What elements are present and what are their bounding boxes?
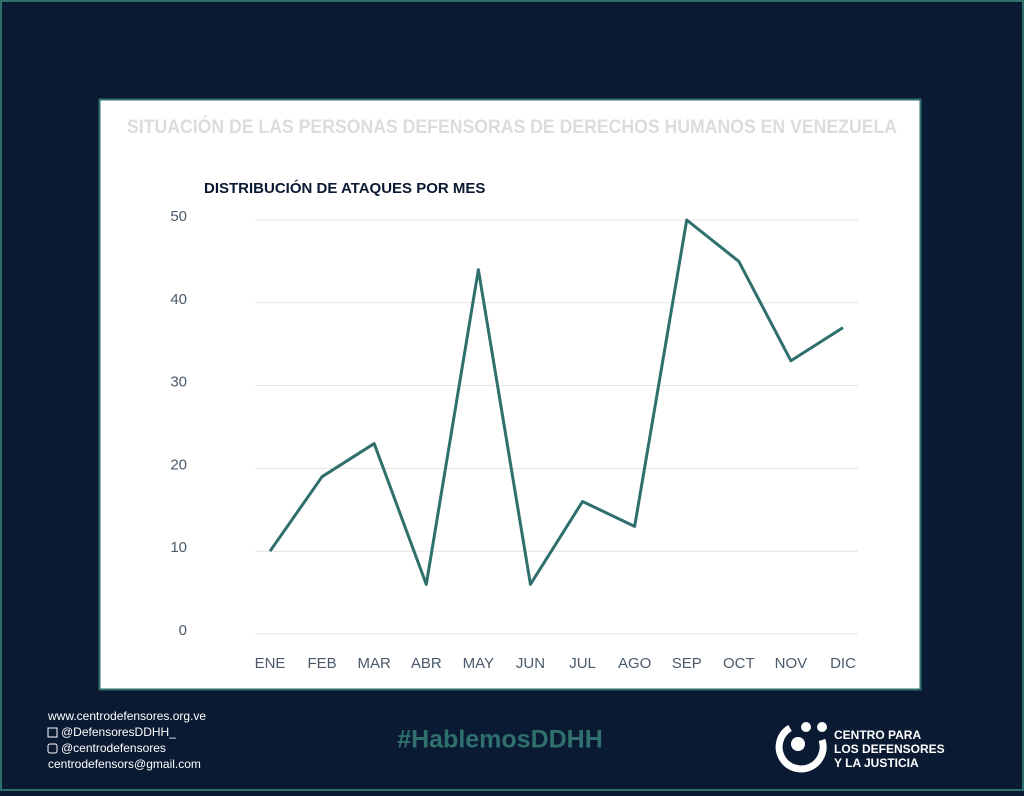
plot-area: 0 10 20 30 40 50 ENE FEB MAR ABR MAY JUN JUL AGO SEP OC… bbox=[170, 208, 858, 672]
email: centrodefensors@gmail.com bbox=[48, 757, 201, 771]
x-tick-label: DIC bbox=[830, 655, 856, 672]
logo-dot bbox=[791, 737, 805, 751]
hashtag: #HablemosDDHH bbox=[397, 726, 603, 754]
y-tick-label: 40 bbox=[170, 291, 187, 308]
x-tick-label: MAY bbox=[463, 655, 494, 672]
logo-dot bbox=[817, 722, 827, 732]
logo-dot bbox=[801, 722, 811, 732]
instagram-icon bbox=[47, 743, 58, 754]
y-tick-label: 20 bbox=[170, 456, 187, 473]
twitter-handle: @DefensoresDDHH_ bbox=[61, 725, 176, 739]
y-tick-label: 30 bbox=[170, 374, 187, 391]
x-tick-label: NOV bbox=[775, 655, 808, 672]
x-icon bbox=[47, 727, 58, 738]
instagram-handle: @centrodefensores bbox=[61, 741, 166, 755]
y-tick-label: 10 bbox=[170, 539, 187, 556]
y-tick-label: 50 bbox=[170, 208, 187, 225]
logo-text: CENTRO PARA bbox=[834, 728, 921, 742]
website: www.centrodefensores.org.ve bbox=[47, 709, 206, 723]
x-tick-label: ABR bbox=[411, 655, 442, 672]
x-tick-label: ENE bbox=[255, 655, 286, 672]
x-tick-label: SEP bbox=[672, 655, 702, 672]
chart-subtitle: DISTRIBUCIÓN DE ATAQUES POR MES bbox=[204, 179, 485, 197]
logo-arc bbox=[775, 724, 827, 773]
x-tick-label: OCT bbox=[723, 655, 755, 672]
x-tick-label: FEB bbox=[307, 655, 336, 672]
logo: CENTRO PARA LOS DEFENSORES Y LA JUSTICIA bbox=[775, 722, 945, 773]
x-tick-label: MAR bbox=[358, 655, 392, 672]
chart-title: SITUACIÓN DE LAS PERSONAS DEFENSORAS DE … bbox=[127, 116, 897, 138]
logo-text: LOS DEFENSORES bbox=[834, 742, 945, 756]
logo-text: Y LA JUSTICIA bbox=[834, 756, 919, 770]
x-tick-label: JUN bbox=[516, 655, 545, 672]
chart-panel bbox=[98, 98, 922, 691]
data-line bbox=[268, 218, 844, 586]
x-tick-label: AGO bbox=[618, 655, 651, 672]
x-tick-label: JUL bbox=[569, 655, 596, 672]
y-tick-label: 0 bbox=[179, 622, 187, 639]
